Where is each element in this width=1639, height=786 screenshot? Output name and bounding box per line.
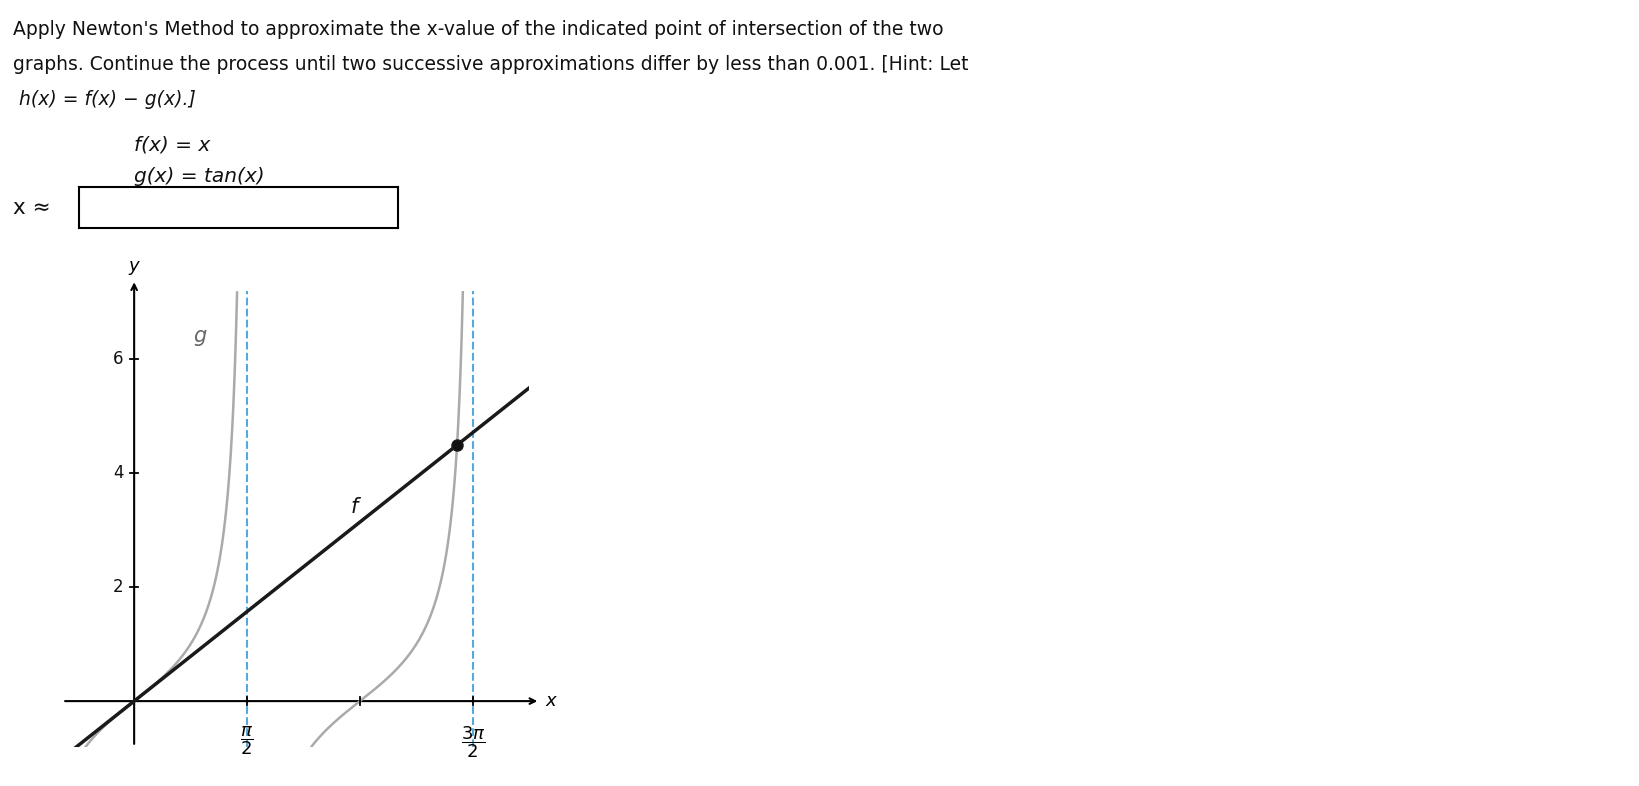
Text: graphs. Continue the process until two successive approximations differ by less : graphs. Continue the process until two s… (13, 55, 969, 74)
Text: 2: 2 (113, 578, 123, 596)
Text: $\dfrac{\pi}{2}$: $\dfrac{\pi}{2}$ (241, 724, 254, 757)
Text: g(x) = tan(x): g(x) = tan(x) (134, 167, 266, 185)
Text: Apply Newton's Method to approximate the x-value of the indicated point of inter: Apply Newton's Method to approximate the… (13, 20, 944, 39)
Text: x: x (546, 692, 556, 710)
Text: $g$: $g$ (193, 328, 208, 348)
Text: 4: 4 (113, 465, 123, 482)
Text: h(x) = f(x) − g(x).]: h(x) = f(x) − g(x).] (13, 90, 197, 109)
Text: f(x) = x: f(x) = x (134, 135, 211, 154)
Text: y: y (129, 257, 139, 275)
Text: $f$: $f$ (349, 497, 362, 517)
Text: $\dfrac{3\pi}{2}$: $\dfrac{3\pi}{2}$ (461, 724, 485, 759)
Text: x ≈: x ≈ (13, 198, 51, 219)
Text: 6: 6 (113, 351, 123, 368)
